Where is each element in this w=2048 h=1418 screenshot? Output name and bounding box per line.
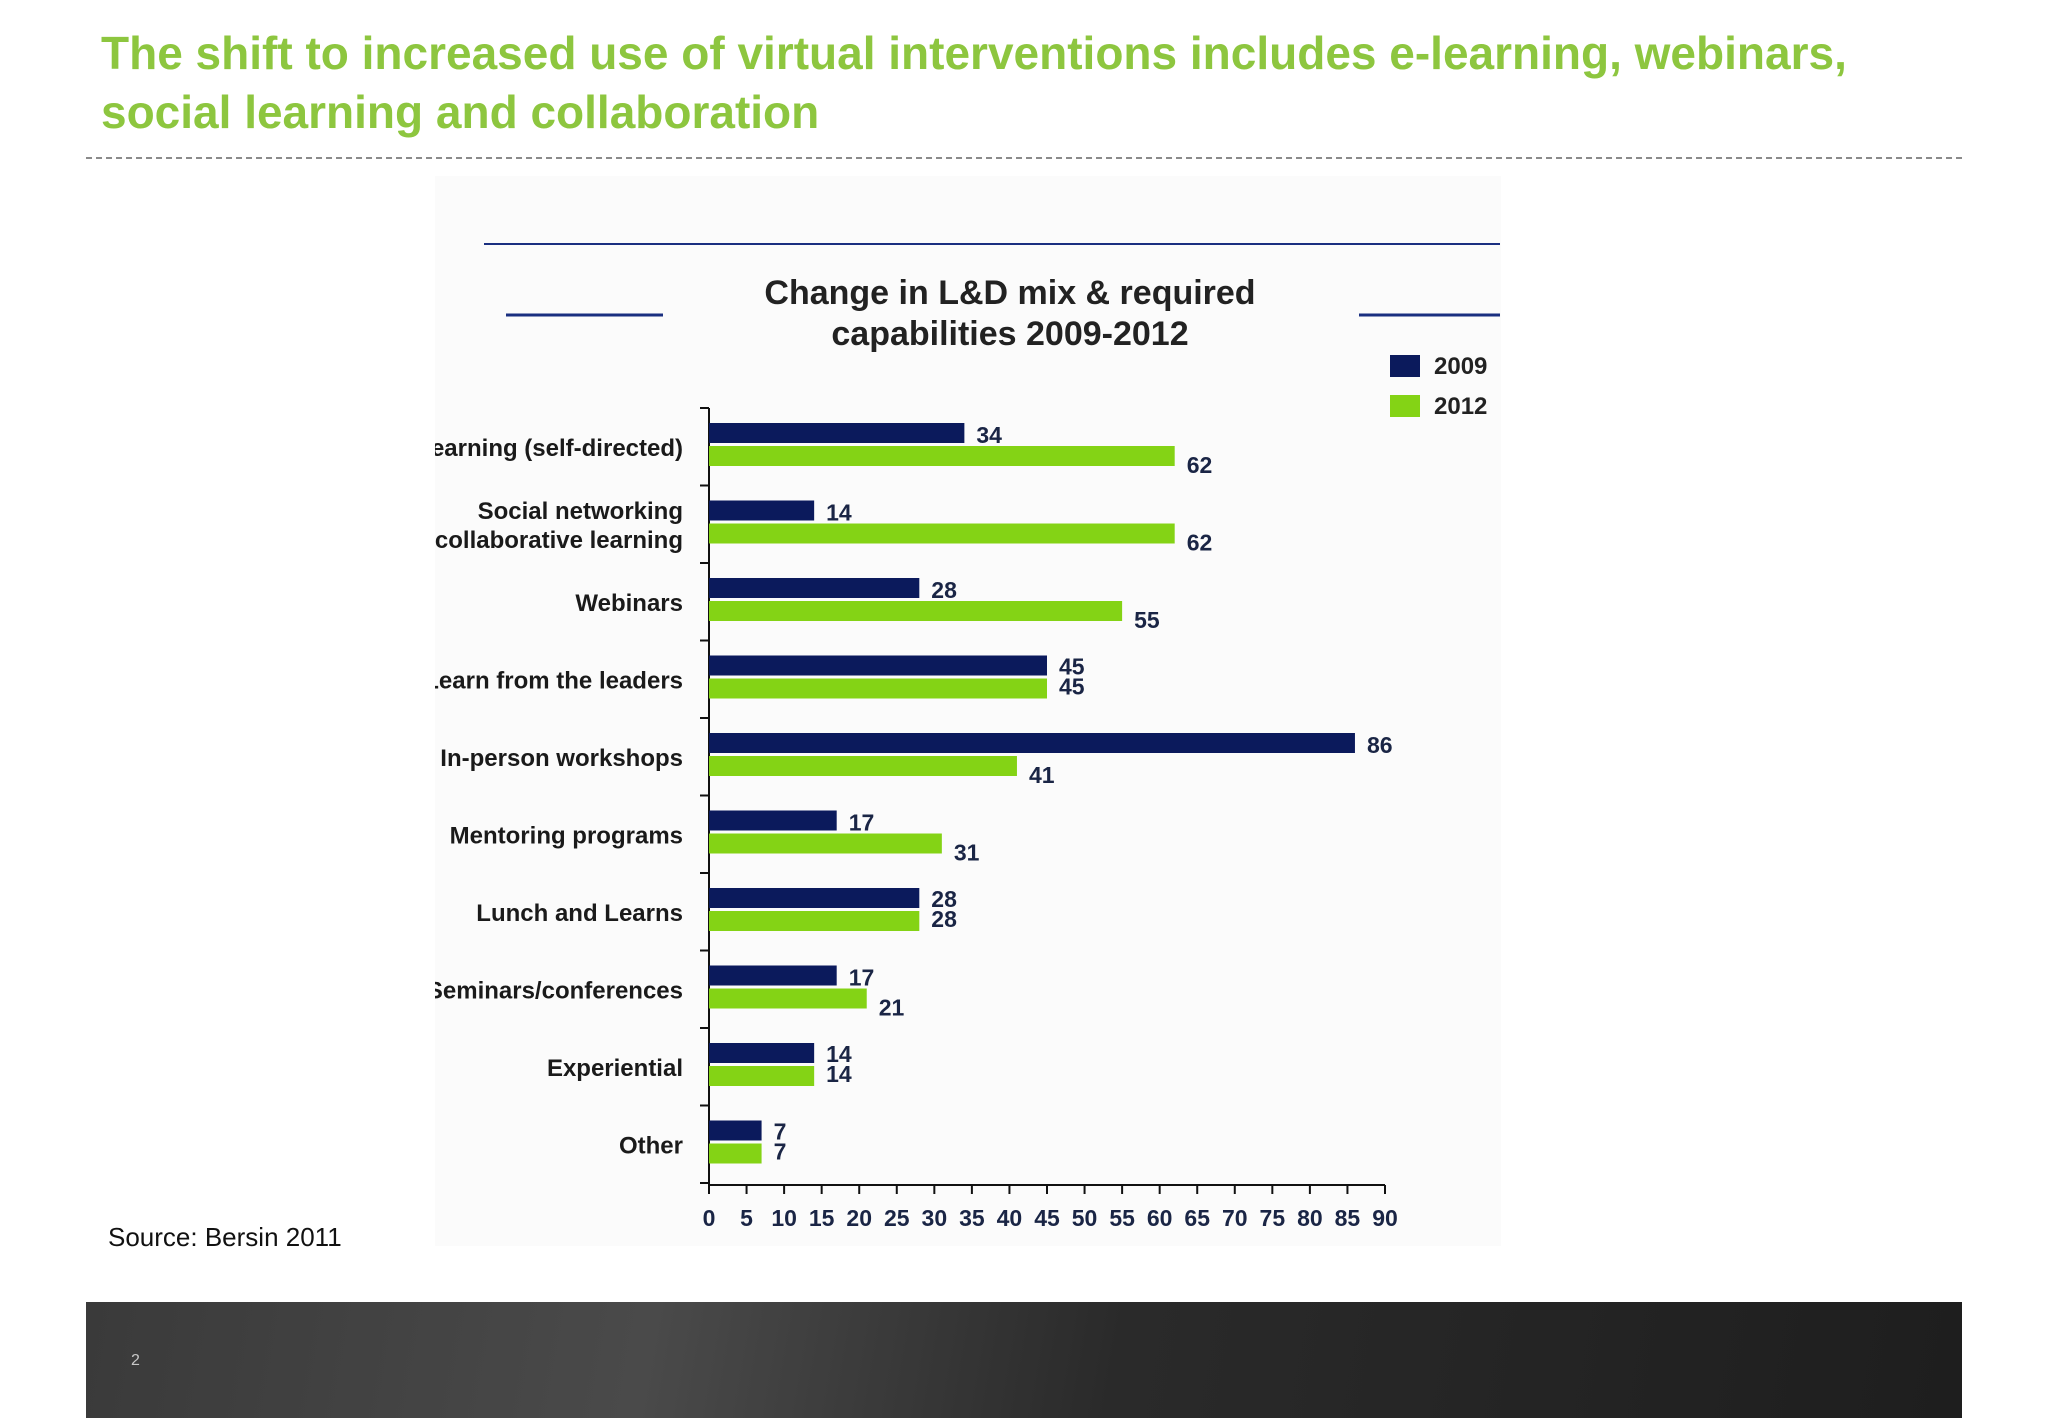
category-label: Mentoring programs — [450, 822, 683, 849]
x-tick-label: 75 — [1260, 1205, 1286, 1231]
category-label: Lunch and Learns — [476, 900, 683, 927]
category-label: Webinars — [575, 590, 683, 617]
x-tick-label: 85 — [1335, 1205, 1361, 1231]
data-label-2012: 45 — [1059, 674, 1085, 700]
x-tick-label: 50 — [1072, 1205, 1098, 1231]
category-label: Learn from the leaders — [435, 667, 683, 694]
bar-2009 — [709, 810, 837, 831]
title-divider — [86, 157, 1962, 159]
data-label-2009: 28 — [931, 577, 957, 603]
bar-2009 — [709, 965, 837, 986]
bar-2012 — [709, 833, 942, 854]
x-tick-label: 0 — [703, 1205, 716, 1231]
bar-2009 — [709, 1043, 815, 1063]
category-label: elearning (self-directed) — [435, 435, 683, 462]
page-number: 2 — [131, 1352, 140, 1369]
bar-2009 — [709, 578, 920, 598]
legend-swatch-2009 — [1390, 355, 1420, 377]
category-label: Experiential — [547, 1055, 683, 1082]
data-label-2009: 86 — [1367, 732, 1393, 758]
bar-2012 — [709, 523, 1175, 544]
source-note: Source: Bersin 2011 — [108, 1222, 342, 1252]
bar-2012 — [709, 1143, 762, 1164]
bar-2012 — [709, 678, 1047, 699]
data-label-2009: 14 — [826, 500, 852, 526]
data-label-2012: 14 — [826, 1061, 852, 1087]
bar-2012 — [709, 911, 920, 931]
slide-title-line-1: The shift to increased use of virtual in… — [101, 27, 1847, 79]
data-label-2009: 28 — [931, 886, 957, 912]
bar-2009 — [709, 888, 920, 908]
legend-label-2009: 2009 — [1434, 353, 1487, 380]
category-label: Other — [619, 1132, 683, 1159]
x-tick-label: 35 — [959, 1205, 985, 1231]
footer-band — [86, 1302, 1962, 1418]
x-tick-label: 55 — [1109, 1205, 1135, 1231]
data-label-2012: 62 — [1187, 452, 1213, 478]
category-label: Seminars/conferences — [435, 977, 683, 1004]
legend-label-2012: 2012 — [1434, 393, 1487, 420]
x-tick-label: 65 — [1184, 1205, 1210, 1231]
x-tick-label: 15 — [809, 1205, 835, 1231]
data-label-2012: 28 — [931, 906, 957, 932]
data-label-2012: 62 — [1187, 530, 1213, 556]
x-tick-label: 90 — [1372, 1205, 1398, 1231]
data-label-2012: 55 — [1134, 607, 1160, 633]
bar-2009 — [709, 655, 1047, 676]
data-label-2009: 45 — [1059, 654, 1085, 680]
bar-2009 — [709, 733, 1355, 753]
data-label-2009: 17 — [849, 810, 875, 836]
chart-title-line-2: capabilities 2009-2012 — [831, 315, 1188, 353]
x-tick-label: 70 — [1222, 1205, 1248, 1231]
bar-2009 — [709, 1120, 762, 1141]
data-label-2012: 41 — [1029, 762, 1055, 788]
data-label-2009: 34 — [976, 422, 1002, 448]
x-tick-label: 10 — [771, 1205, 797, 1231]
category-label: Social networking — [478, 498, 683, 525]
x-tick-label: 80 — [1297, 1205, 1323, 1231]
chart-title-line-1: Change in L&D mix & required — [764, 274, 1255, 312]
bar-2009 — [709, 423, 965, 443]
slide-title: The shift to increased use of virtual in… — [101, 24, 1981, 142]
slide-title-line-2: social learning and collaboration — [101, 86, 820, 138]
chart-panel: Change in L&D mix & required capabilities… — [435, 176, 1501, 1246]
bar-2009 — [709, 500, 815, 521]
x-tick-label: 45 — [1034, 1205, 1060, 1231]
x-tick-label: 20 — [846, 1205, 872, 1231]
data-label-2012: 7 — [774, 1139, 787, 1165]
category-label: In-person workshops — [440, 745, 683, 772]
data-label-2009: 14 — [826, 1041, 852, 1067]
x-tick-label: 5 — [740, 1205, 753, 1231]
legend-swatch-2012 — [1390, 395, 1420, 417]
bar-2012 — [709, 446, 1175, 466]
x-tick-label: 30 — [922, 1205, 948, 1231]
data-label-2012: 21 — [879, 995, 905, 1021]
bar-2012 — [709, 988, 867, 1009]
category-label: / collaborative learning — [435, 527, 683, 554]
bar-2012 — [709, 1066, 815, 1086]
x-tick-label: 40 — [997, 1205, 1023, 1231]
data-label-2012: 31 — [954, 840, 980, 866]
data-label-2009: 17 — [849, 965, 875, 991]
data-label-2009: 7 — [774, 1119, 787, 1145]
bar-2012 — [709, 756, 1017, 776]
bar-chart: Change in L&D mix & requiredcapabilities… — [435, 243, 1500, 1231]
x-tick-label: 60 — [1147, 1205, 1173, 1231]
bar-2012 — [709, 601, 1123, 621]
x-tick-label: 25 — [884, 1205, 910, 1231]
